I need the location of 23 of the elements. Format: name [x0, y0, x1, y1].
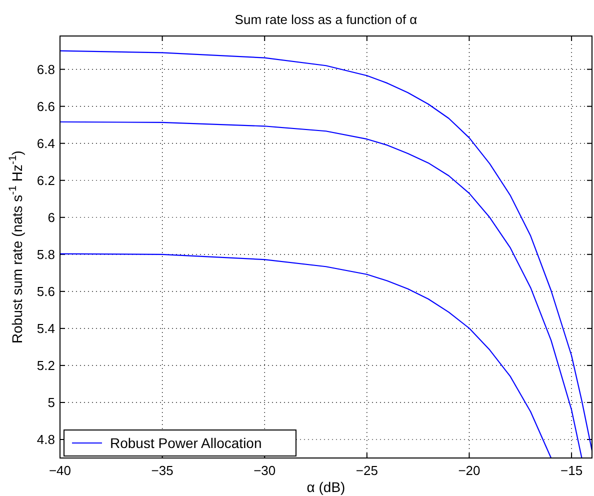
- x-axis-title: α (dB): [306, 479, 346, 495]
- x-tick-label: −25: [356, 463, 378, 478]
- legend-label: Robust Power Allocation: [110, 435, 262, 451]
- line-series: [60, 253, 552, 458]
- x-tick-label: −35: [151, 463, 174, 478]
- line-series: [60, 50, 592, 452]
- line-series: [60, 121, 582, 458]
- x-tick-label: −30: [254, 463, 276, 478]
- y-tick-label: 5.4: [36, 320, 55, 336]
- y-tick-label: 6.4: [36, 136, 55, 151]
- chart-title: Sum rate loss as a function of α: [234, 12, 418, 27]
- x-tick-label: −20: [458, 463, 480, 478]
- x-tick-label: −15: [560, 463, 583, 478]
- y-tick-label: 5.6: [36, 284, 55, 299]
- y-tick-label: 6.8: [36, 62, 55, 77]
- y-tick-label: 5.8: [36, 246, 55, 262]
- y-tick-label: 6.6: [36, 98, 55, 114]
- y-tick-label: 4.8: [36, 432, 55, 447]
- y-tick-label: 5.2: [36, 358, 55, 373]
- y-tick-label: 6.2: [36, 172, 55, 188]
- x-tick-label: −40: [48, 463, 72, 478]
- y-tick-label: 5: [48, 394, 55, 410]
- y-tick-label: 6: [48, 210, 55, 225]
